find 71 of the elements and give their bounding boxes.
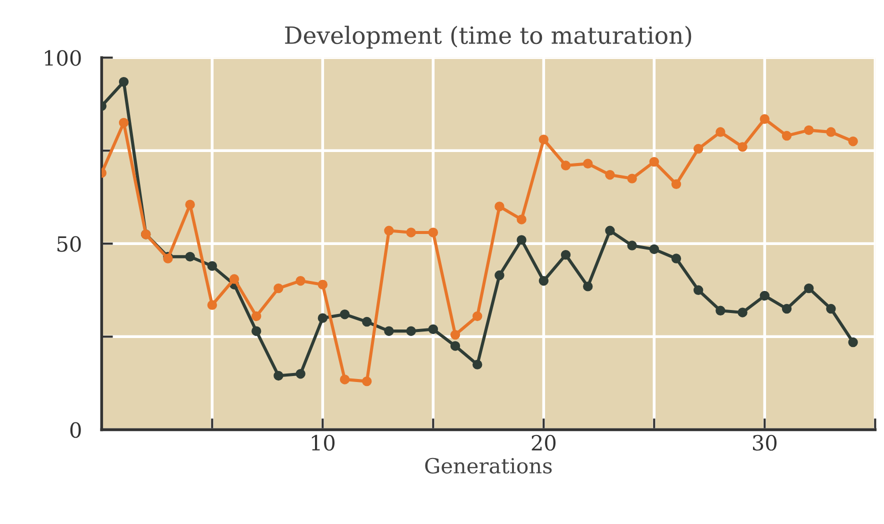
point [494, 202, 504, 212]
point [848, 136, 858, 146]
point [583, 158, 593, 169]
x-tick-label: 30 [752, 434, 777, 451]
point [362, 316, 372, 327]
point [296, 369, 306, 379]
point [782, 130, 792, 141]
point [848, 337, 858, 348]
point [649, 244, 660, 254]
point [538, 134, 549, 144]
chart-title: Development (time to maturation) [285, 26, 692, 49]
point [185, 252, 195, 262]
point [118, 118, 129, 128]
point [185, 200, 195, 210]
point [716, 306, 726, 316]
point [627, 174, 637, 184]
point [296, 276, 306, 286]
point [826, 304, 836, 314]
point [760, 114, 770, 124]
point [560, 250, 571, 260]
point [671, 179, 682, 189]
point [252, 326, 262, 336]
point [384, 326, 394, 336]
point [694, 144, 704, 154]
point [738, 142, 748, 152]
point [318, 313, 328, 323]
x-tick-label: 20 [532, 434, 556, 451]
point [516, 235, 526, 245]
point [274, 283, 284, 294]
x-tick-label: 10 [312, 434, 335, 451]
point [318, 280, 328, 290]
point [450, 341, 460, 351]
point [472, 360, 482, 370]
point [583, 282, 593, 292]
point [538, 276, 549, 286]
point [384, 226, 394, 236]
point [406, 228, 416, 238]
y-tick-label: 50 [57, 236, 81, 252]
point [804, 283, 814, 294]
point [229, 274, 240, 284]
point [760, 290, 770, 301]
point [207, 300, 218, 310]
point [560, 160, 571, 170]
point [340, 374, 350, 384]
y-tick-label: 0 [70, 422, 81, 438]
point [406, 326, 416, 336]
point [649, 156, 660, 167]
point [494, 270, 504, 280]
y-tick-label: 100 [44, 50, 81, 66]
point [826, 127, 836, 137]
point [782, 304, 792, 314]
point [362, 376, 372, 386]
point [738, 308, 748, 318]
point [694, 285, 704, 296]
point [716, 127, 726, 137]
point [671, 254, 682, 264]
point [118, 76, 129, 87]
point [804, 125, 814, 136]
point [627, 240, 637, 250]
point [516, 214, 526, 224]
point [274, 370, 284, 381]
point [450, 330, 460, 340]
x-axis-title: Generations [425, 458, 552, 474]
point [605, 170, 615, 180]
point [252, 311, 262, 322]
point [428, 324, 438, 334]
point [428, 228, 438, 238]
point [605, 226, 615, 236]
point [207, 261, 218, 271]
point [340, 309, 350, 320]
point [472, 311, 482, 322]
